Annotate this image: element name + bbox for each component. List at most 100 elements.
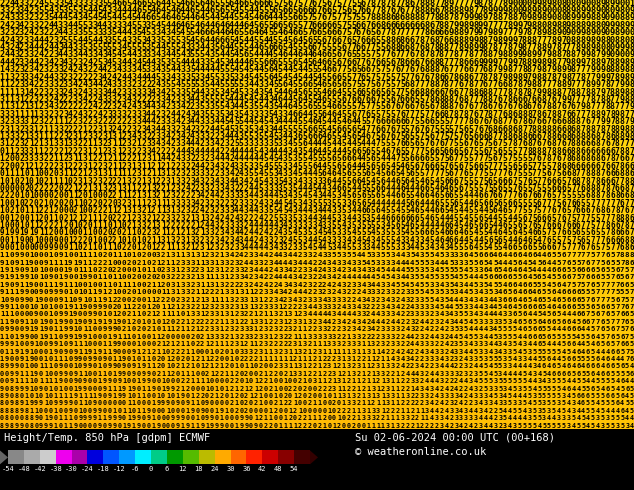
Text: 1: 1: [366, 408, 370, 414]
Text: 7: 7: [395, 73, 400, 82]
Text: 3: 3: [190, 176, 195, 186]
Text: 4: 4: [229, 28, 234, 37]
Text: 1: 1: [102, 154, 107, 163]
Text: 0: 0: [141, 267, 146, 273]
Text: 4: 4: [4, 50, 10, 59]
Text: 6: 6: [434, 147, 439, 156]
Text: 9: 9: [532, 50, 537, 59]
Text: 3: 3: [200, 184, 205, 193]
Text: 3: 3: [39, 117, 44, 126]
Text: 1: 1: [98, 221, 102, 230]
Text: 2: 2: [161, 252, 165, 258]
Text: 3: 3: [493, 289, 498, 295]
Text: 1: 1: [78, 408, 82, 414]
Bar: [247, 450, 262, 465]
Text: 5: 5: [620, 386, 624, 392]
Text: 6: 6: [591, 228, 595, 238]
Text: 7: 7: [488, 43, 493, 52]
Text: 5: 5: [600, 400, 605, 407]
Text: 2: 2: [176, 169, 180, 178]
Text: 0: 0: [93, 341, 97, 347]
Text: 7: 7: [395, 50, 400, 59]
Text: 5: 5: [258, 102, 263, 111]
Text: 5: 5: [625, 289, 630, 295]
Text: 5: 5: [566, 267, 571, 273]
Text: 3: 3: [391, 393, 395, 399]
Text: 6: 6: [356, 28, 361, 37]
Text: 6: 6: [463, 140, 469, 148]
Text: 4: 4: [425, 378, 429, 384]
Text: 2: 2: [190, 124, 195, 134]
Text: 6: 6: [566, 304, 571, 310]
Text: 1: 1: [5, 348, 9, 355]
Text: 0: 0: [171, 364, 175, 369]
Text: 9: 9: [595, 36, 600, 45]
Text: 2: 2: [73, 110, 78, 119]
Text: 4: 4: [160, 28, 165, 37]
Text: 6: 6: [297, 13, 302, 23]
Text: 2: 2: [293, 386, 297, 392]
Text: 5: 5: [620, 423, 624, 429]
Text: 5: 5: [503, 199, 507, 208]
Text: 7: 7: [600, 221, 605, 230]
Text: 1: 1: [58, 356, 63, 362]
Text: 5: 5: [322, 199, 327, 208]
Text: 6: 6: [400, 214, 404, 222]
Text: 7: 7: [478, 73, 483, 82]
Text: 2: 2: [219, 243, 224, 252]
Text: 2: 2: [444, 348, 448, 355]
Text: 3: 3: [474, 400, 478, 407]
Text: 5: 5: [146, 6, 151, 15]
Text: 0: 0: [10, 260, 14, 266]
Text: 9: 9: [590, 65, 595, 74]
Text: 5: 5: [479, 371, 482, 377]
Text: 1: 1: [293, 364, 297, 369]
Text: 3: 3: [219, 88, 224, 97]
Text: 0: 0: [39, 312, 43, 318]
Text: 4: 4: [405, 184, 410, 193]
Text: 4: 4: [332, 184, 337, 193]
Text: 6: 6: [527, 282, 532, 288]
Text: 9: 9: [20, 334, 23, 340]
Text: 7: 7: [474, 154, 478, 163]
Text: 4: 4: [278, 296, 283, 303]
Text: 3: 3: [474, 296, 478, 303]
Text: 9: 9: [103, 378, 107, 384]
Text: 2: 2: [224, 334, 229, 340]
Text: 8: 8: [571, 36, 576, 45]
Text: 0: 0: [127, 364, 131, 369]
Text: 3: 3: [263, 80, 268, 89]
Text: 4: 4: [234, 6, 239, 15]
Text: 3: 3: [420, 386, 424, 392]
Text: 3: 3: [24, 124, 29, 134]
Text: 4: 4: [434, 378, 439, 384]
Text: 2: 2: [107, 117, 112, 126]
Text: 3: 3: [24, 73, 29, 82]
Text: 3: 3: [68, 140, 73, 148]
Text: 5: 5: [615, 364, 619, 369]
Text: 0: 0: [551, 13, 557, 23]
Text: 2: 2: [102, 140, 107, 148]
Text: 7: 7: [366, 124, 371, 134]
Text: 1: 1: [112, 221, 117, 230]
Text: 1: 1: [63, 296, 68, 303]
Text: 4: 4: [380, 214, 385, 222]
Text: 4: 4: [463, 191, 469, 200]
Text: 9: 9: [473, 0, 478, 7]
Text: 8: 8: [434, 43, 439, 52]
Text: 2: 2: [244, 341, 249, 347]
Text: 3: 3: [288, 326, 292, 332]
Text: 2: 2: [234, 184, 239, 193]
Text: 1: 1: [93, 252, 97, 258]
Text: 3: 3: [48, 80, 53, 89]
Text: 9: 9: [63, 371, 68, 377]
Text: 0: 0: [152, 378, 155, 384]
Text: 4: 4: [317, 95, 322, 104]
Text: 3: 3: [190, 43, 195, 52]
Text: 3: 3: [63, 110, 68, 119]
Text: 4: 4: [498, 260, 502, 266]
Text: 6: 6: [566, 364, 571, 369]
Text: 1: 1: [19, 191, 24, 200]
Text: 7: 7: [380, 80, 385, 89]
Text: 1: 1: [63, 304, 68, 310]
